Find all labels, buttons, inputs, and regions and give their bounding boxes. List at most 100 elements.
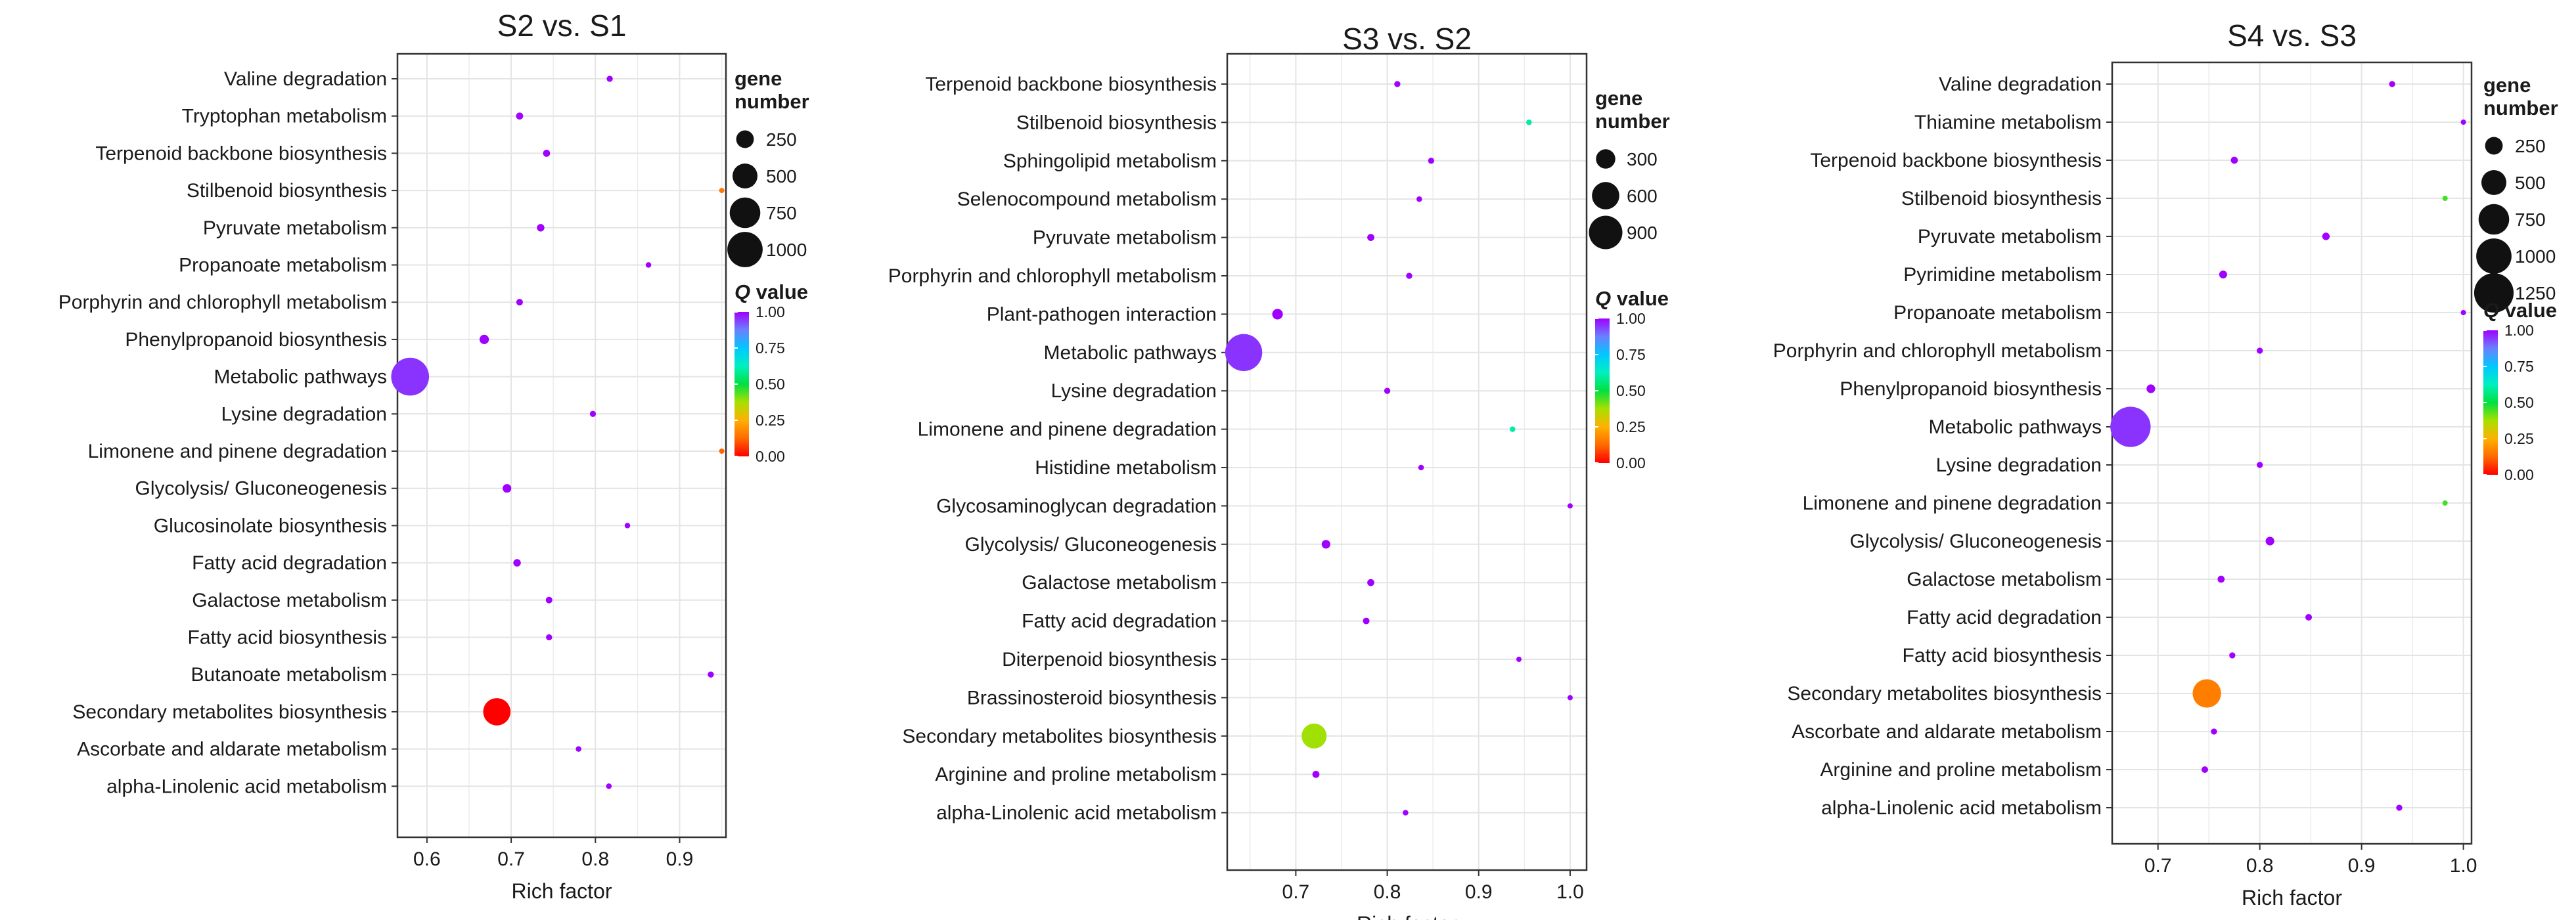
data-point [1516,657,1522,662]
data-point [1418,464,1424,471]
y-tick-label: Terpenoid backbone biosynthesis [925,74,1217,95]
color-legend-title-q: Q [734,280,750,303]
color-legend-label: 0.75 [756,340,785,357]
y-tick-label: Ascorbate and aldarate metabolism [1792,721,2102,743]
y-tick-label: Thiamine metabolism [1914,112,2102,133]
data-point [719,188,725,194]
y-tick-label: alpha-Linolenic acid metabolism [1821,797,2102,819]
y-tick-label: Metabolic pathways [1044,342,1217,364]
color-legend-label: 0.75 [1616,346,1646,363]
color-legend-label: 0.00 [1616,454,1646,471]
data-point [606,76,613,82]
size-legend-dot [1589,215,1623,250]
y-tick-label: Ascorbate and aldarate metabolism [77,739,387,760]
size-legend-title: gene [1595,87,1642,110]
color-legend-label: 1.00 [1616,310,1646,327]
chart-title: S4 vs. S3 [2227,18,2357,53]
data-point [1403,810,1409,816]
y-tick-label: Tryptophan metabolism [182,106,387,127]
data-point [2257,462,2263,468]
color-bar [2483,330,2498,475]
data-point [1406,273,1412,279]
size-legend-dot [1592,182,1619,209]
data-point [2442,196,2448,201]
data-point [1225,334,1263,371]
data-point [645,262,652,268]
size-legend-label: 250 [2515,136,2546,156]
x-tick-label: 0.9 [2348,855,2376,877]
color-legend-title-rest: value [2499,299,2557,322]
size-legend-label: 300 [1627,149,1658,169]
y-tick-label: Phenylpropanoid biosynthesis [125,329,387,351]
data-point [537,224,545,232]
y-tick-label: Selenocompound metabolism [957,188,1217,210]
data-point [503,484,512,493]
y-tick-label: Fatty acid degradation [1022,611,1217,632]
x-tick-label: 0.9 [666,848,694,870]
plot-border [2111,61,2473,845]
y-tick-label: Pyruvate metabolism [1033,227,1217,249]
y-tick-label: Glycolysis/ Gluconeogenesis [135,478,387,500]
color-legend-label: 0.00 [2504,466,2534,483]
data-point [2211,728,2217,735]
size-legend-dot [2476,238,2512,274]
color-legend-title-rest: value [750,280,808,303]
y-tick-label: Lysine degradation [1936,454,2102,476]
data-point [719,449,725,454]
y-tick-label: Terpenoid backbone biosynthesis [95,142,387,164]
data-point [483,698,511,726]
color-legend-label: 1.00 [756,303,785,320]
color-legend-label: 0.25 [756,412,785,429]
chart-panel-2: S3 vs. S2 Terpenoid backbone biosynthesis… [888,22,1670,920]
y-tick-label: Stilbenoid biosynthesis [187,180,387,202]
data-point [1384,387,1391,394]
color-legend-title: Q value [734,280,808,303]
data-point [576,746,581,752]
data-point [1363,617,1370,624]
data-point [543,150,551,157]
data-point [545,596,553,603]
data-point [2305,613,2313,621]
x-axis-label: Rich factor [2242,886,2342,909]
y-tick-label: Valine degradation [224,68,387,90]
plot-border [1226,53,1588,871]
y-tick-label: Sphingolipid metabolism [1003,150,1217,172]
y-tick-label: Fatty acid degradation [1907,607,2102,628]
size-legend-label: 250 [766,129,797,150]
data-point [2389,81,2395,87]
y-tick-label: Propanoate metabolism [179,255,387,276]
color-legend-label: 0.50 [1616,382,1646,399]
chart-title: S3 vs. S2 [1342,22,1472,56]
y-tick-label: Secondary metabolites biosynthesis [72,701,387,723]
y-tick-label: Secondary metabolites biosynthesis [902,726,1217,747]
y-tick-label: Butanoate metabolism [191,664,387,686]
data-point [1321,540,1330,549]
size-legend-dot [2474,273,2514,313]
x-axis-label: Rich factor [512,879,612,903]
data-point [2110,406,2151,447]
y-tick-label: Phenylpropanoid biosynthesis [1840,378,2102,400]
y-tick-label: Galactose metabolism [1022,572,1217,594]
size-legend-dot [727,232,763,267]
plot-area [2112,62,2472,844]
y-tick-label: Fatty acid biosynthesis [1903,645,2102,667]
data-point [1416,196,1422,202]
size-legend-dot [2481,169,2507,196]
y-tick-label: Secondary metabolites biosynthesis [1787,683,2102,705]
y-tick-label: Terpenoid backbone biosynthesis [1810,150,2102,171]
data-point [2146,384,2156,393]
y-tick-label: Stilbenoid biosynthesis [1901,188,2102,209]
color-legend-title: Q value [1595,287,1669,310]
data-point [2460,120,2466,125]
y-tick-label: Galactose metabolism [1907,569,2102,590]
data-point [479,334,489,345]
size-legend-dot [729,197,761,229]
data-point [513,559,521,567]
x-tick-label: 0.7 [2144,855,2172,877]
y-tick-label: Arginine and proline metabolism [1820,759,2102,781]
color-legend-title-q: Q [1595,287,1611,310]
y-tick-label: Porphyrin and chlorophyll metabolism [1773,340,2102,362]
size-legend-title: gene [734,67,782,90]
y-tick-label: Glycolysis/ Gluconeogenesis [1849,531,2102,552]
